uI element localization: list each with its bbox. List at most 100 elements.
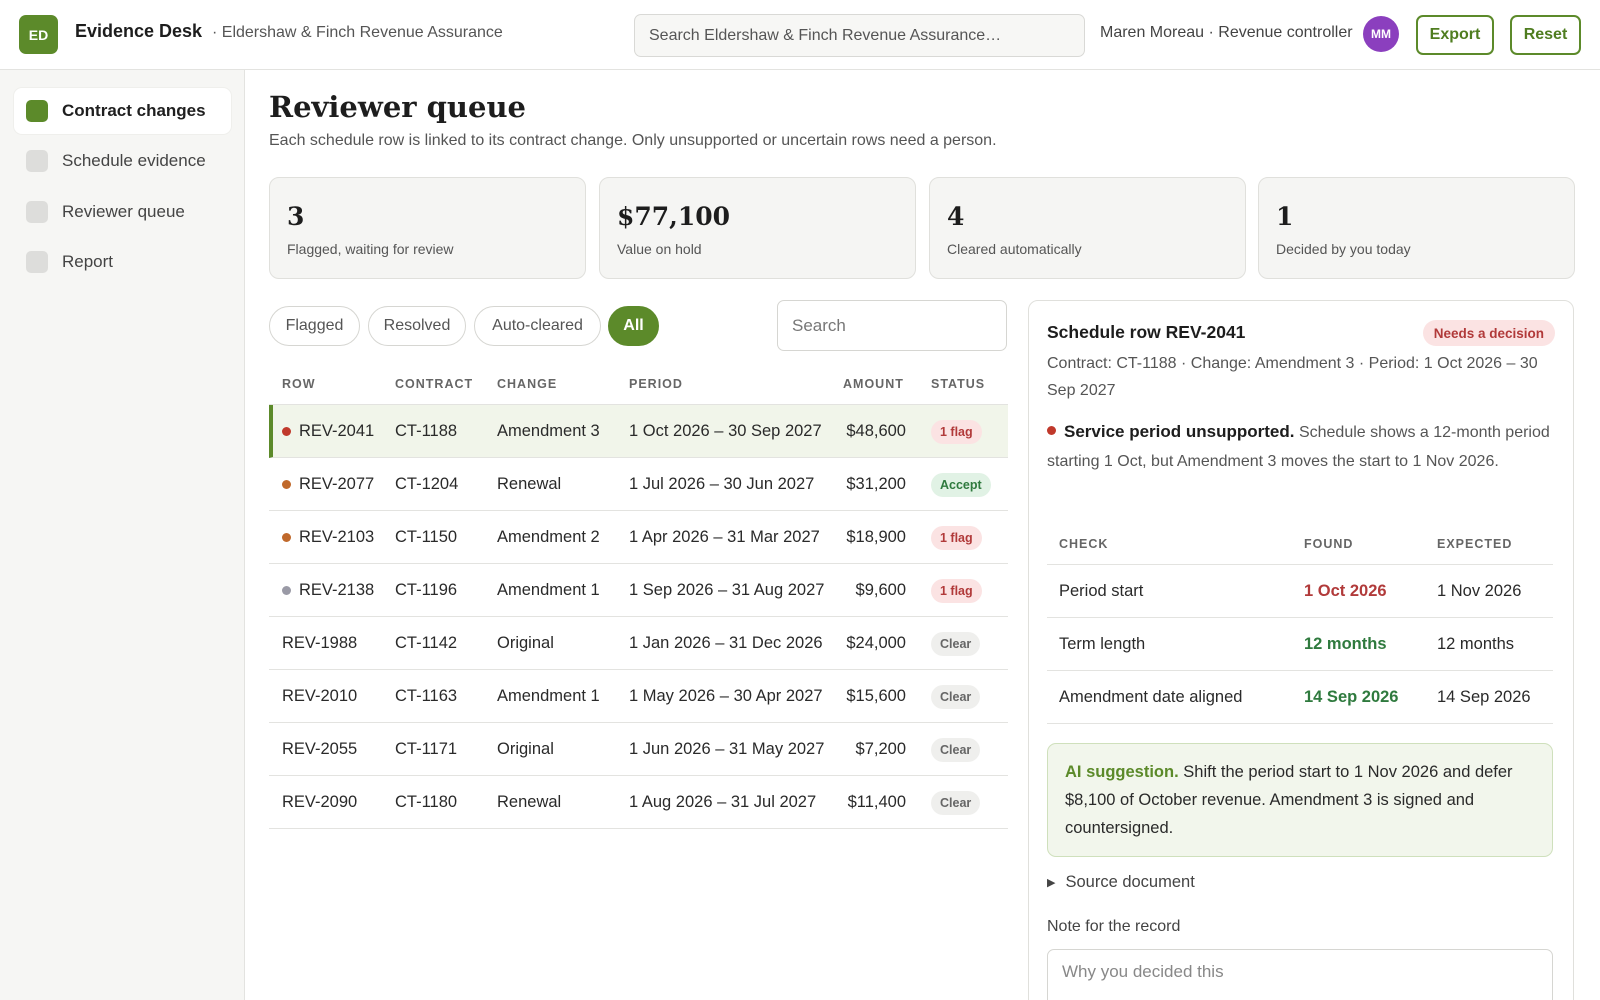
cell-contract: CT-1150 (395, 528, 458, 546)
status-dot-icon (282, 533, 291, 542)
cell-change: Renewal (497, 475, 562, 493)
cell-row: REV-2055 (282, 723, 357, 776)
stat-card-cleared: 4 Cleared automatically (929, 177, 1246, 279)
cell-row-id: REV-2077 (299, 475, 375, 493)
column-header-amount[interactable]: AMOUNT (843, 377, 904, 391)
table-row[interactable]: REV-2138 CT-1196 Amendment 1 1 Sep 2026 – 3… (269, 564, 1008, 617)
cell-contract: CT-1142 (395, 634, 458, 652)
cell-row-id: REV-2041 (299, 422, 375, 440)
status-badge: 1 flag (931, 579, 982, 603)
stat-value: $77,100 (617, 202, 731, 231)
table-row[interactable]: REV-2077 CT-1204 Renewal 1 Jul 2026 – 30 Ju… (269, 458, 1008, 511)
source-document-toggle[interactable]: ▶ Source document (1047, 873, 1195, 892)
page-subtitle: Each schedule row is linked to its contr… (269, 132, 997, 149)
cell-contract: CT-1163 (395, 687, 458, 705)
reset-button[interactable]: Reset (1510, 15, 1581, 55)
status-badge: Clear (931, 685, 981, 709)
sidebar-item-schedule-evidence[interactable]: Schedule evidence (14, 138, 231, 184)
avatar[interactable]: MM (1363, 16, 1399, 52)
issue-dot-icon (1047, 426, 1056, 436)
table-row[interactable]: REV-1988 CT-1142 Original 1 Jan 2026 – 31 D… (269, 617, 1008, 670)
cell-change: Amendment 1 (497, 581, 600, 599)
app-title: Evidence Desk (75, 21, 203, 41)
cell-contract: CT-1188 (395, 422, 458, 440)
cell-row-id: REV-2103 (299, 528, 375, 546)
export-button[interactable]: Export (1416, 15, 1494, 55)
stat-value: 3 (287, 202, 305, 231)
sidebar-item-contract-changes[interactable]: Contract changes (14, 88, 231, 134)
ai-suggestion-text: Shift the period start to 1 Nov 2026 and… (1065, 763, 1513, 837)
cell-change: Amendment 2 (497, 528, 600, 546)
check-expected: 1 Nov 2026 (1437, 582, 1522, 600)
note-textarea[interactable]: Why you decided this (1047, 949, 1553, 1000)
status-badge: Clear (931, 632, 981, 656)
cell-amount: $9,600 (855, 581, 906, 599)
cell-contract: CT-1196 (395, 581, 458, 599)
cell-amount: $31,200 (846, 475, 906, 493)
column-header-status[interactable]: STATUS (931, 377, 986, 391)
column-header-row[interactable]: ROW (282, 377, 316, 391)
status-badge: 1 flag (931, 526, 982, 550)
cell-change: Renewal (497, 793, 562, 811)
table-row[interactable]: REV-2055 CT-1171 Original 1 Jun 2026 – 31 M… (269, 723, 1008, 776)
filter-chip-resolved[interactable]: Resolved (368, 306, 466, 346)
cell-period: 1 Apr 2026 – 31 Mar 2027 (629, 528, 820, 546)
cell-row-id: REV-2138 (299, 581, 375, 599)
sidebar-item-icon (26, 100, 48, 122)
table-search-input[interactable]: Search (777, 300, 1007, 351)
column-header-change[interactable]: CHANGE (497, 377, 558, 391)
cell-period: 1 Jan 2026 – 31 Dec 2026 (629, 634, 823, 652)
stat-label: Flagged, waiting for review (287, 241, 454, 257)
sidebar-item-label: Report (62, 252, 114, 271)
cell-row-id: REV-1988 (282, 634, 358, 652)
sidebar-item-reviewer-queue[interactable]: Reviewer queue (14, 189, 231, 235)
detail-meta: Contract: CT-1188 · Change: Amendment 3 … (1047, 355, 1538, 399)
check-found: 14 Sep 2026 (1304, 688, 1399, 706)
cell-contract: CT-1171 (395, 740, 458, 758)
check-row: Amendment date aligned 14 Sep 2026 14 Se… (1047, 671, 1553, 724)
disclosure-triangle-icon: ▶ (1047, 877, 1056, 889)
source-document-label: Source document (1065, 873, 1195, 891)
check-expected: 12 months (1437, 635, 1515, 653)
sidebar-item-label: Contract changes (62, 101, 206, 120)
check-header-divider (1047, 564, 1553, 565)
app-logo: ED (19, 15, 58, 54)
column-header-contract[interactable]: CONTRACT (395, 377, 474, 391)
table-row[interactable]: REV-2090 CT-1180 Renewal 1 Aug 2026 – 31 Ju… (269, 776, 1008, 829)
top-bar: ED Evidence Desk · Eldershaw & Finch Rev… (0, 0, 1600, 70)
sidebar-item-report[interactable]: Report (14, 239, 231, 285)
note-label: Note for the record (1047, 918, 1181, 935)
global-search-input[interactable]: Search Eldershaw & Finch Revenue Assuran… (634, 14, 1085, 57)
check-name: Term length (1059, 635, 1146, 653)
check-row: Period start 1 Oct 2026 1 Nov 2026 (1047, 565, 1553, 618)
table-header-divider (269, 404, 1008, 405)
cell-contract: CT-1180 (395, 793, 458, 811)
cell-row: REV-2103 (282, 511, 374, 564)
cell-row-id: REV-2055 (282, 740, 358, 758)
ai-suggestion: AI suggestion. Shift the period start to… (1047, 743, 1553, 857)
check-name: Amendment date aligned (1059, 688, 1243, 706)
filter-chip-all[interactable]: All (608, 306, 659, 346)
user-label: Maren Moreau · Revenue controller (1100, 24, 1353, 41)
status-badge: Accept (931, 473, 991, 497)
status-dot-icon (282, 586, 291, 595)
sidebar-item-icon (26, 251, 48, 273)
cell-amount: $48,600 (846, 422, 906, 440)
cell-change: Original (497, 634, 554, 652)
column-header-period[interactable]: PERIOD (629, 377, 683, 391)
ai-suggestion-lead: AI suggestion. (1065, 763, 1179, 781)
check-found: 12 months (1304, 635, 1387, 653)
cell-period: 1 Aug 2026 – 31 Jul 2027 (629, 793, 817, 811)
filter-chip-auto-cleared[interactable]: Auto-cleared (474, 306, 601, 346)
cell-change: Original (497, 740, 554, 758)
issue-text: Schedule shows a 12-month period startin… (1047, 424, 1550, 470)
cell-amount: $18,900 (846, 528, 906, 546)
status-badge: 1 flag (931, 420, 982, 444)
table-row[interactable]: REV-2103 CT-1150 Amendment 2 1 Apr 2026 – 3… (269, 511, 1008, 564)
check-name: Period start (1059, 582, 1144, 600)
filter-chip-flagged[interactable]: Flagged (269, 306, 360, 346)
table-row[interactable]: REV-2041 CT-1188 Amendment 3 1 Oct 2026 – 3… (269, 405, 1008, 458)
issue-summary: Service period unsupported. Schedule sho… (1047, 417, 1553, 476)
cell-row: REV-2138 (282, 564, 374, 617)
table-row[interactable]: REV-2010 CT-1163 Amendment 1 1 May 2026 – 3… (269, 670, 1008, 723)
